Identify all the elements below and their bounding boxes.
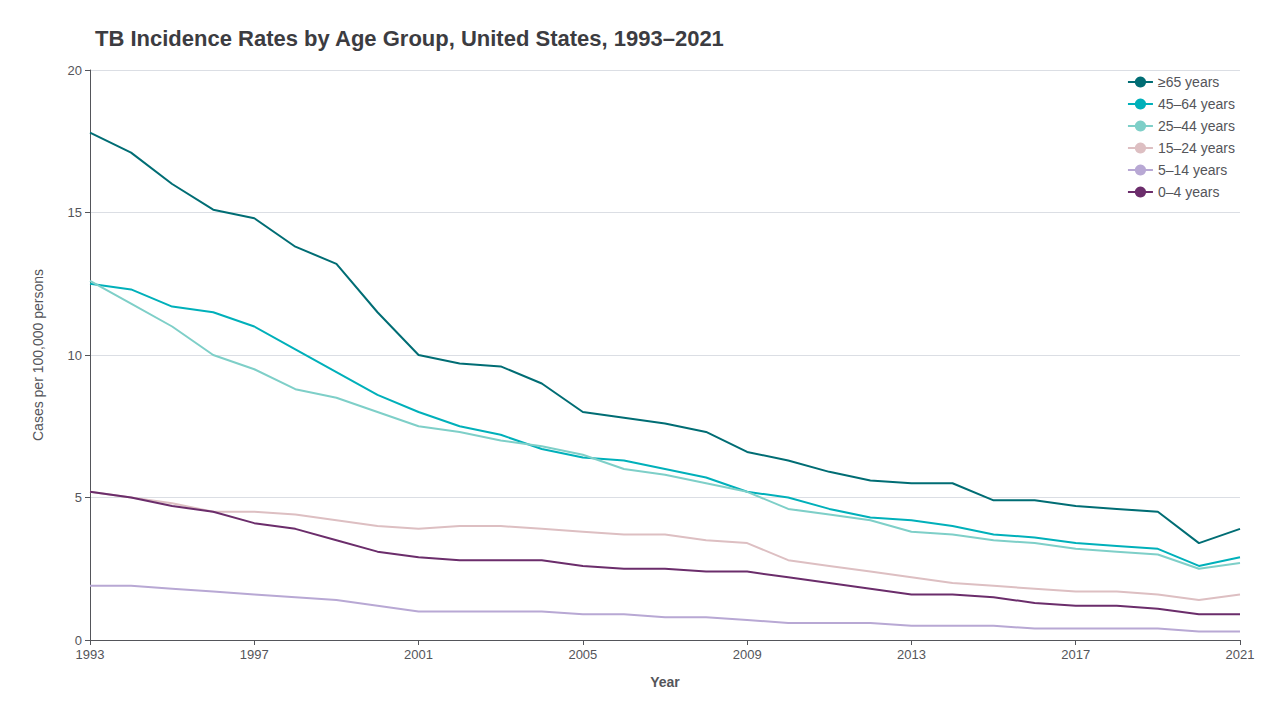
svg-text:45–64 years: 45–64 years bbox=[1158, 96, 1235, 112]
svg-text:5–14 years: 5–14 years bbox=[1158, 162, 1227, 178]
svg-text:5: 5 bbox=[75, 490, 82, 505]
svg-text:1993: 1993 bbox=[76, 647, 105, 662]
svg-text:TB Incidence Rates by Age Grou: TB Incidence Rates by Age Group, United … bbox=[95, 26, 724, 51]
svg-text:2001: 2001 bbox=[404, 647, 433, 662]
svg-text:2021: 2021 bbox=[1226, 647, 1255, 662]
svg-text:2017: 2017 bbox=[1061, 647, 1090, 662]
svg-text:25–44 years: 25–44 years bbox=[1158, 118, 1235, 134]
svg-text:20: 20 bbox=[68, 63, 82, 78]
svg-text:15: 15 bbox=[68, 205, 82, 220]
svg-text:Year: Year bbox=[650, 674, 680, 690]
svg-text:Cases per 100,000 persons: Cases per 100,000 persons bbox=[30, 269, 46, 441]
svg-text:15–24 years: 15–24 years bbox=[1158, 140, 1235, 156]
svg-text:2005: 2005 bbox=[568, 647, 597, 662]
svg-text:2009: 2009 bbox=[733, 647, 762, 662]
svg-text:2013: 2013 bbox=[897, 647, 926, 662]
svg-text:0: 0 bbox=[75, 633, 82, 648]
svg-text:1997: 1997 bbox=[240, 647, 269, 662]
svg-text:≥65 years: ≥65 years bbox=[1158, 74, 1219, 90]
svg-text:10: 10 bbox=[68, 348, 82, 363]
svg-text:0–4 years: 0–4 years bbox=[1158, 184, 1219, 200]
